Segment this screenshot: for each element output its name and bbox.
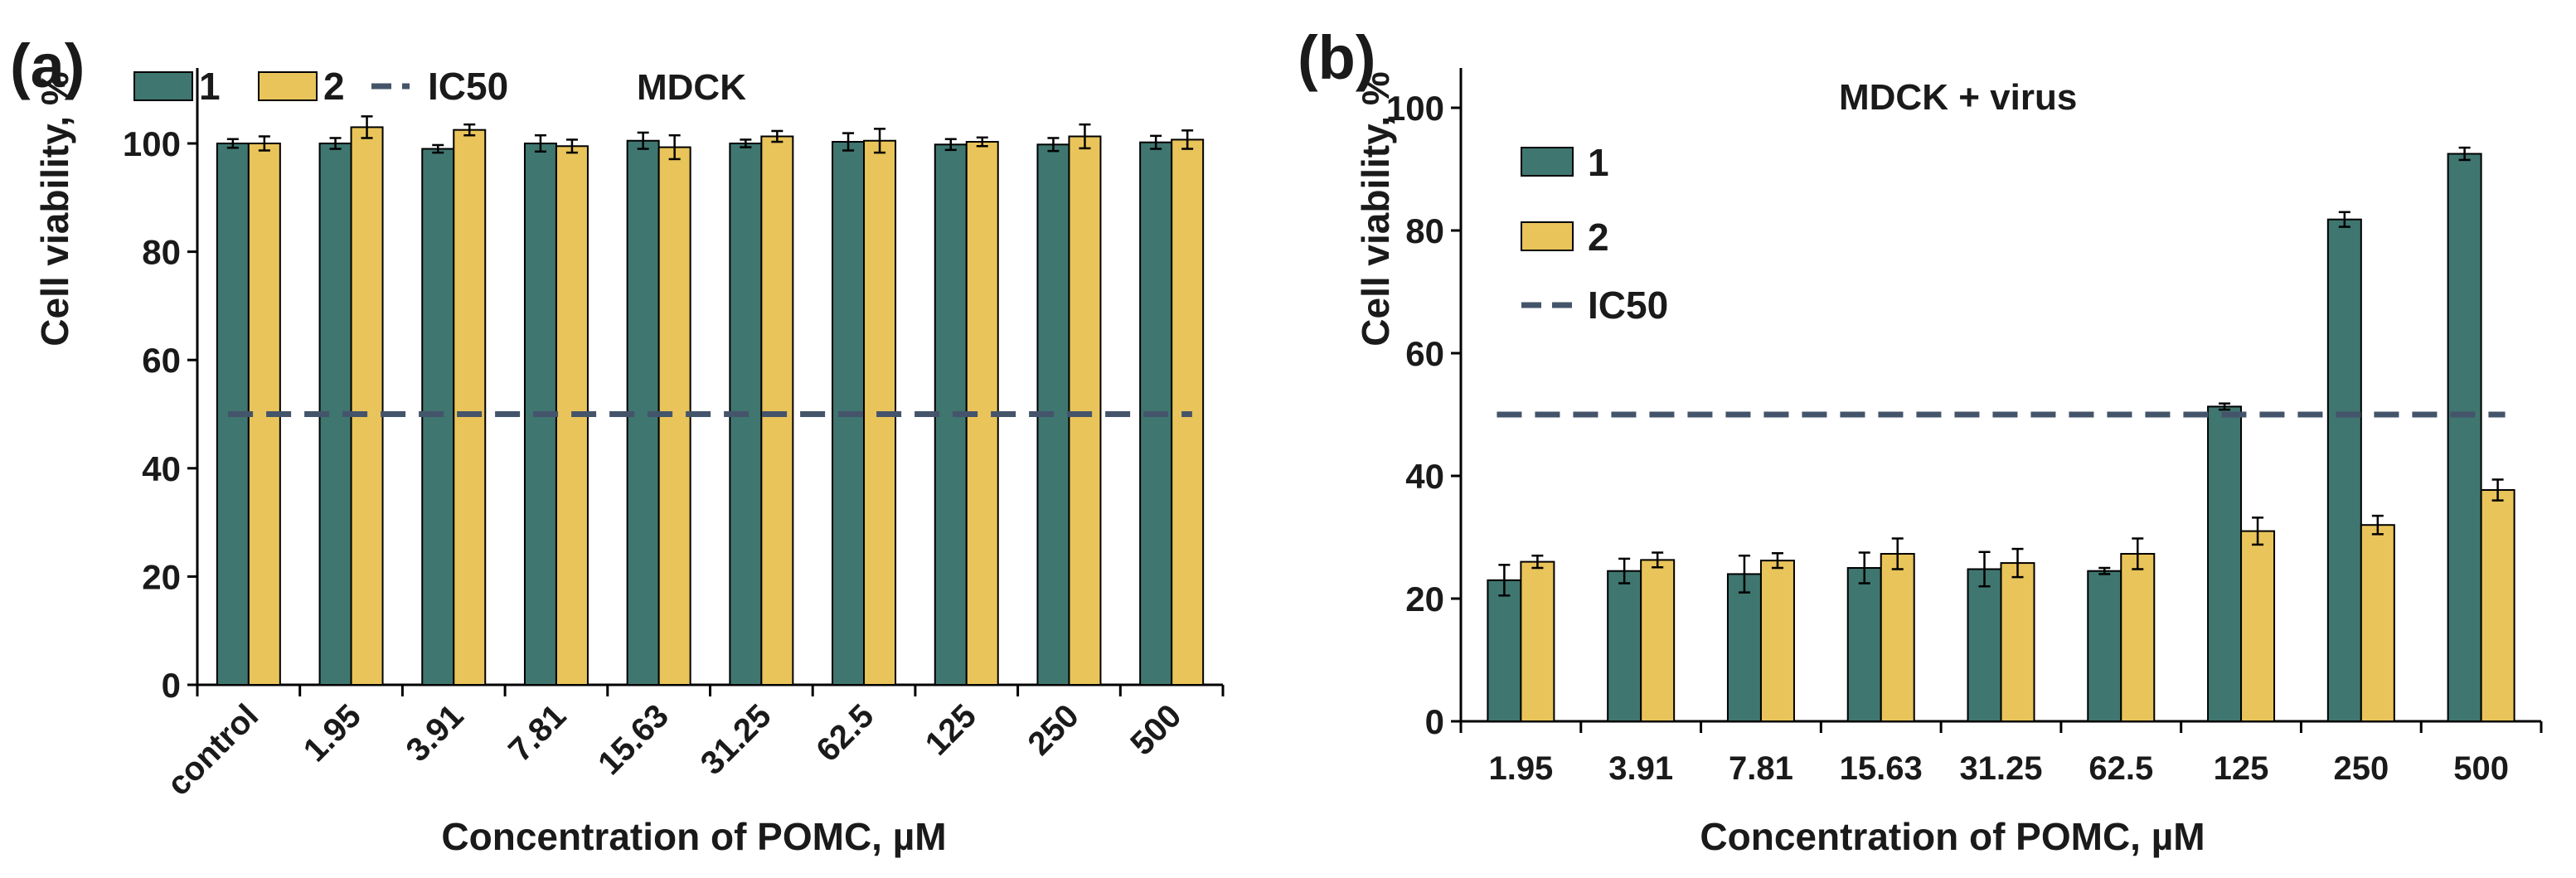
panel-a-x-tick-label: 3.91 bbox=[399, 697, 470, 769]
panel-b-x-tick-label: 3.91 bbox=[1608, 750, 1673, 787]
panel-b-legend: 1 2 IC50 bbox=[1521, 141, 1668, 327]
panel-a-legend: 1 2 IC50 bbox=[133, 65, 508, 108]
panel-b-bar-series-2 bbox=[2000, 562, 2035, 723]
panel-b-bar-series-1 bbox=[1607, 570, 1642, 723]
panel-a-y-axis-title: Cell viability, % bbox=[33, 71, 76, 346]
panel-b-y-tick-label: 40 bbox=[1405, 457, 1444, 496]
panel-a-y-tick-label: 60 bbox=[142, 341, 181, 380]
panel-a-x-tick-label: 1.95 bbox=[297, 697, 368, 769]
panel-b-legend-label-2: 2 bbox=[1588, 216, 1609, 259]
panel-a-x-tick-label: 125 bbox=[919, 697, 983, 762]
panel-b-x-tick-label: 250 bbox=[2333, 750, 2389, 787]
panel-b-y-tick-label: 20 bbox=[1405, 580, 1444, 618]
panel-a-legend-label-2: 2 bbox=[323, 65, 345, 108]
panel-b-x-tick-label: 125 bbox=[2214, 750, 2269, 787]
panel-a-bar-series-2 bbox=[350, 126, 384, 686]
panel-b-bar-series-1 bbox=[1726, 573, 1762, 723]
panel-b-bar-series-1 bbox=[2326, 218, 2362, 722]
panel-b-y-tick-label: 80 bbox=[1405, 211, 1444, 250]
panel-b-bar-series-2 bbox=[1759, 560, 1795, 722]
panel-a-title: MDCK bbox=[637, 67, 746, 108]
panel-a-x-tick-label: 62.5 bbox=[809, 697, 880, 769]
panel-b-y-tick-label: 60 bbox=[1405, 334, 1444, 373]
panel-b-bar-series-1 bbox=[2207, 405, 2243, 722]
panel-a-legend-label-ic50: IC50 bbox=[428, 65, 508, 108]
panel-b-legend-label-ic50: IC50 bbox=[1588, 284, 1668, 327]
panel-a-x-tick-label: 250 bbox=[1021, 697, 1086, 762]
panel-a-label: (a) bbox=[10, 32, 85, 100]
panel-a-plot: 0 20 40 60 80 100 control 1.95 3.91 7.81 15.63 31.2… bbox=[123, 68, 1225, 803]
panel-b-x-tick-label: 31.25 bbox=[1959, 750, 2042, 787]
panel-b-bar-series-1 bbox=[1487, 579, 1522, 722]
panel-a-bar-series-2 bbox=[453, 129, 487, 686]
panel-b-y-tick-label: 0 bbox=[1425, 702, 1444, 741]
panel-a-y-tick-label: 40 bbox=[142, 449, 181, 488]
panel-b-bar-series-2 bbox=[2120, 552, 2156, 722]
panel-a: (a) MDCK Cell viability, % Concentration… bbox=[10, 32, 1225, 858]
panel-b-legend-label-1: 1 bbox=[1588, 141, 1609, 184]
panel-b-bar-series-1 bbox=[1846, 567, 1882, 722]
panel-b-bar-series-1 bbox=[1967, 568, 2002, 722]
panel-a-legend-label-1: 1 bbox=[199, 65, 221, 108]
panel-b-title: MDCK + virus bbox=[1839, 77, 2077, 118]
panel-a-legend-swatch-1 bbox=[133, 71, 193, 101]
panel-b-bar-series-2 bbox=[1520, 560, 1555, 722]
panel-b-y-axis-title: Cell viability, % bbox=[1354, 71, 1397, 346]
panel-a-y-tick-label: 20 bbox=[142, 557, 181, 596]
panel-b-y-tick-label: 100 bbox=[1386, 89, 1444, 128]
panel-a-x-tick-label: 500 bbox=[1123, 697, 1188, 762]
panel-b-x-tick-label: 500 bbox=[2453, 750, 2509, 787]
panel-a-legend-swatch-2 bbox=[258, 71, 318, 101]
panel-a-bar-series-2 bbox=[760, 135, 794, 686]
panel-b-bar-series-2 bbox=[1640, 559, 1676, 722]
panel-b-bar-series-1 bbox=[2087, 570, 2122, 723]
panel-b-bar-series-2 bbox=[2360, 524, 2395, 723]
panel-b-x-tick-label: 62.5 bbox=[2088, 750, 2153, 787]
panel-b-x-axis-title: Concentration of POMC, µM bbox=[1700, 815, 2205, 858]
panel-b-bar-series-2 bbox=[1880, 552, 1915, 722]
panel-b-bar-series-1 bbox=[2447, 153, 2482, 722]
panel-b-legend-swatch-2 bbox=[1521, 221, 1574, 251]
panel-a-x-tick-label: 31.25 bbox=[694, 697, 779, 782]
panel-b-x-tick-label: 1.95 bbox=[1488, 750, 1553, 787]
panel-b-label: (b) bbox=[1298, 23, 1376, 92]
panel-a-y-tick-label: 0 bbox=[162, 666, 181, 705]
panel-a-x-tick-label: 7.81 bbox=[502, 697, 573, 769]
panel-b-bar-series-2 bbox=[2480, 489, 2515, 723]
panel-a-x-tick-label: 15.63 bbox=[591, 697, 676, 782]
panel-b-x-tick-label: 15.63 bbox=[1840, 750, 1923, 787]
panel-b-bar-series-2 bbox=[2240, 530, 2276, 722]
panel-a-y-tick-label: 80 bbox=[142, 233, 181, 272]
panel-b-x-tick-label: 7.81 bbox=[1729, 750, 1793, 787]
panel-a-bar-series-2 bbox=[1068, 135, 1102, 686]
panel-a-x-axis-title: Concentration of POMC, µM bbox=[441, 815, 946, 858]
panel-b-legend-swatch-1 bbox=[1521, 147, 1574, 177]
panel-a-y-tick-label: 100 bbox=[123, 124, 181, 163]
panel-b: (b) MDCK + virus Cell viability, % Conce… bbox=[1298, 23, 2543, 858]
panel-a-x-tick-label: control bbox=[160, 697, 265, 803]
